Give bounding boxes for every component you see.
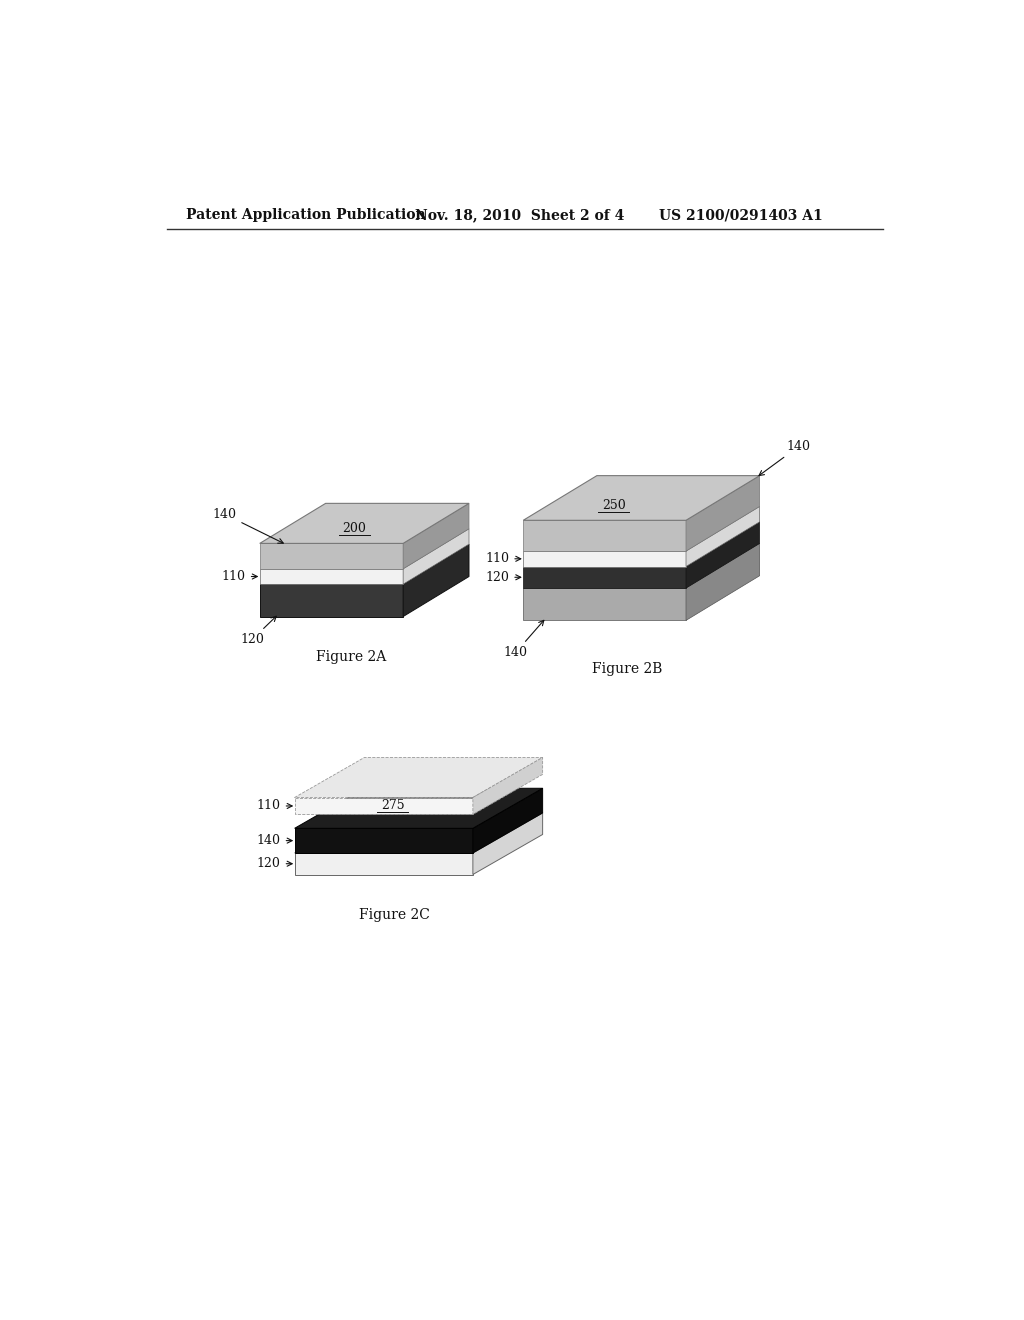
Polygon shape — [260, 585, 403, 616]
Polygon shape — [260, 503, 469, 544]
Text: 140: 140 — [213, 508, 284, 544]
Text: 110: 110 — [257, 800, 292, 813]
Polygon shape — [686, 507, 760, 566]
Polygon shape — [295, 758, 543, 797]
Polygon shape — [523, 552, 686, 566]
Text: Figure 2A: Figure 2A — [316, 651, 386, 664]
Polygon shape — [523, 520, 686, 552]
Text: 140: 140 — [257, 834, 292, 847]
Polygon shape — [686, 521, 760, 589]
Text: 140: 140 — [759, 440, 811, 475]
Polygon shape — [523, 566, 686, 589]
Polygon shape — [523, 475, 760, 520]
Polygon shape — [403, 503, 469, 569]
Polygon shape — [473, 788, 543, 853]
Text: Patent Application Publication: Patent Application Publication — [186, 209, 426, 223]
Polygon shape — [295, 829, 473, 853]
Text: 200: 200 — [343, 521, 367, 535]
Polygon shape — [295, 853, 473, 874]
Text: US 2100/0291403 A1: US 2100/0291403 A1 — [658, 209, 822, 223]
Text: Figure 2B: Figure 2B — [592, 661, 662, 676]
Text: 120: 120 — [240, 616, 276, 647]
Text: 250: 250 — [602, 499, 626, 512]
Text: 110: 110 — [222, 570, 257, 583]
Polygon shape — [523, 589, 686, 620]
Polygon shape — [260, 544, 403, 569]
Polygon shape — [686, 475, 760, 552]
Polygon shape — [403, 544, 469, 616]
Polygon shape — [686, 544, 760, 620]
Text: 275: 275 — [381, 800, 404, 813]
Polygon shape — [473, 758, 543, 814]
Text: 140: 140 — [504, 620, 544, 659]
Text: Figure 2C: Figure 2C — [358, 908, 430, 923]
Polygon shape — [403, 529, 469, 585]
Text: 120: 120 — [485, 570, 521, 583]
Polygon shape — [295, 797, 473, 814]
Polygon shape — [295, 788, 543, 829]
Text: Nov. 18, 2010  Sheet 2 of 4: Nov. 18, 2010 Sheet 2 of 4 — [415, 209, 624, 223]
Text: 120: 120 — [257, 857, 292, 870]
Text: 110: 110 — [485, 552, 521, 565]
Polygon shape — [473, 813, 543, 874]
Polygon shape — [260, 569, 403, 585]
Polygon shape — [295, 813, 543, 853]
